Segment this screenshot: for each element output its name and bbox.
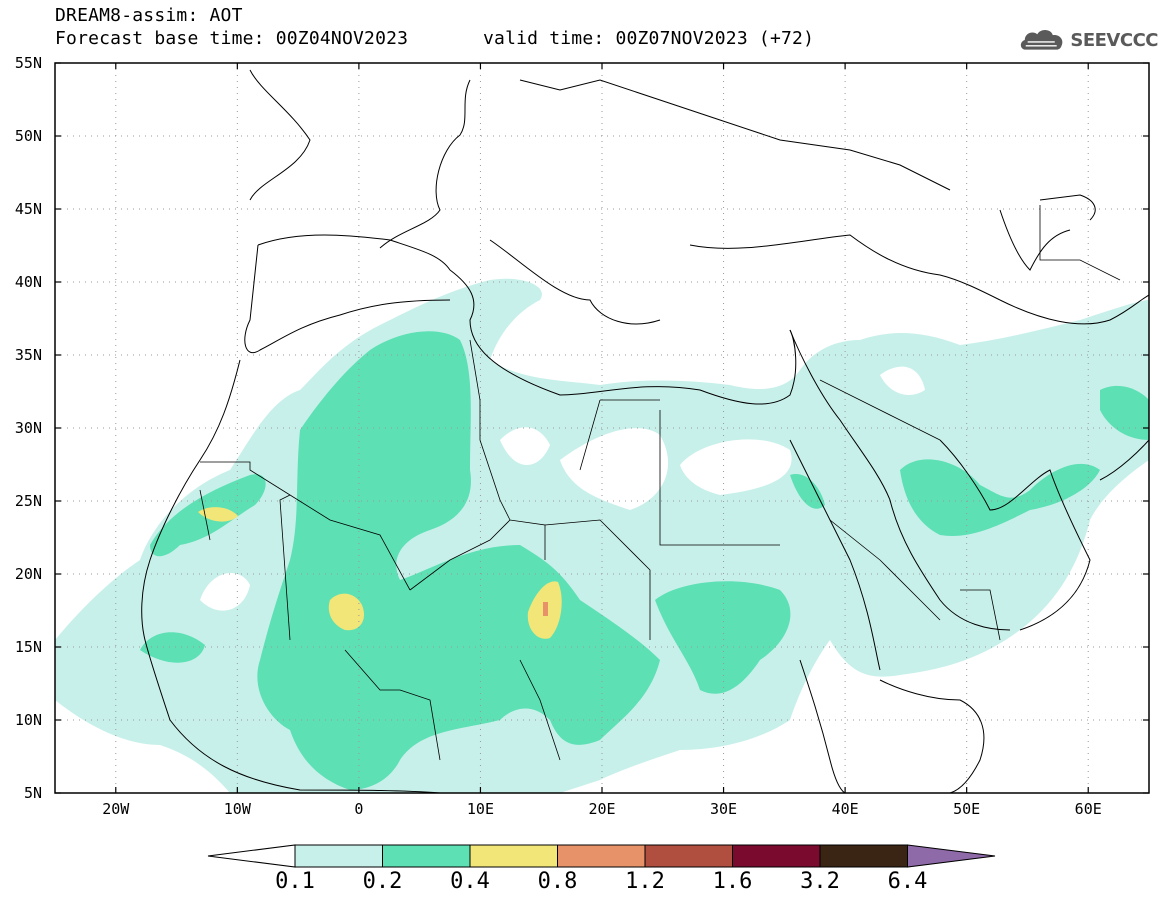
- aot-region-green: [790, 474, 825, 509]
- colorbar-level-label: 6.4: [887, 869, 928, 894]
- logo-text: SEEVCCC: [1070, 29, 1158, 51]
- coastlines: [141, 69, 1149, 793]
- country-borders: [199, 205, 1121, 761]
- map-title: DREAM8-assim: AOT: [55, 5, 243, 26]
- aot-field: [55, 278, 1149, 793]
- colorbar-level-label: 1.6: [712, 869, 753, 894]
- lat-label: 35N: [14, 346, 42, 364]
- colorbar-swatch: [469, 844, 558, 868]
- aot-hole: [680, 439, 792, 495]
- aot-region-yellow: [328, 593, 365, 631]
- colorbar-level-label: 1.2: [625, 869, 665, 894]
- colorbar-swatch: [382, 844, 471, 868]
- aot-region-green: [1100, 385, 1149, 440]
- lat-label: 25N: [14, 492, 42, 510]
- lon-label: 30E: [710, 800, 738, 818]
- lat-label: 40N: [14, 273, 42, 291]
- aot-hole: [560, 428, 669, 510]
- lat-label: 15N: [14, 638, 42, 656]
- lon-label: 40E: [831, 800, 859, 818]
- lat-label: 55N: [14, 54, 42, 72]
- lon-label: 50E: [953, 800, 981, 818]
- aot-region-green: [655, 581, 791, 694]
- cloud-logo-icon: [1020, 29, 1063, 50]
- aot-region-yellow: [198, 507, 238, 522]
- colorbar-level-label: 0.2: [362, 869, 403, 894]
- lon-label: 60E: [1074, 800, 1102, 818]
- lon-label: 10W: [223, 800, 251, 818]
- forecast-times: Forecast base time: 00Z04NOV2023 valid ti…: [55, 28, 814, 49]
- colorbar-swatch: [819, 844, 908, 868]
- seevccc-logo: SEEVCCC: [1018, 26, 1158, 54]
- lat-label: 30N: [14, 419, 42, 437]
- colorbar-level-label: 0.1: [275, 869, 315, 894]
- aot-region-orange: [543, 602, 548, 616]
- colorbar-level-label: 0.4: [450, 869, 490, 894]
- aot-region-green: [140, 632, 205, 663]
- valid-time: valid time: 00Z07NOV2023 (+72): [483, 28, 815, 49]
- colorbar-swatch: [557, 844, 646, 868]
- colorbar-over-arrow: [907, 844, 996, 868]
- colorbar-swatch: [294, 844, 383, 868]
- aot-hole: [880, 366, 925, 395]
- colorbar-swatch: [644, 844, 733, 868]
- lat-label: 45N: [14, 200, 42, 218]
- lat-label: 20N: [14, 565, 42, 583]
- colorbar-level-label: 3.2: [800, 869, 840, 894]
- base-time: Forecast base time: 00Z04NOV2023: [55, 28, 409, 49]
- lat-label: 50N: [14, 127, 42, 145]
- aot-hole: [500, 427, 550, 465]
- graticule: [55, 63, 1149, 793]
- colorbar-level-label: 0.8: [537, 869, 578, 894]
- lon-label: 0: [354, 800, 364, 818]
- lon-label: 20E: [588, 800, 616, 818]
- lat-label: 5N: [23, 784, 42, 802]
- aot-region-green: [257, 331, 660, 790]
- aot-hole: [200, 573, 250, 611]
- aot-region-green: [900, 459, 1100, 536]
- colorbar-under-arrow: [207, 844, 296, 868]
- lat-label: 10N: [14, 711, 42, 729]
- lon-label: 10E: [466, 800, 494, 818]
- lon-label: 20W: [102, 800, 130, 818]
- colorbar: [207, 844, 996, 868]
- colorbar-swatch: [732, 844, 821, 868]
